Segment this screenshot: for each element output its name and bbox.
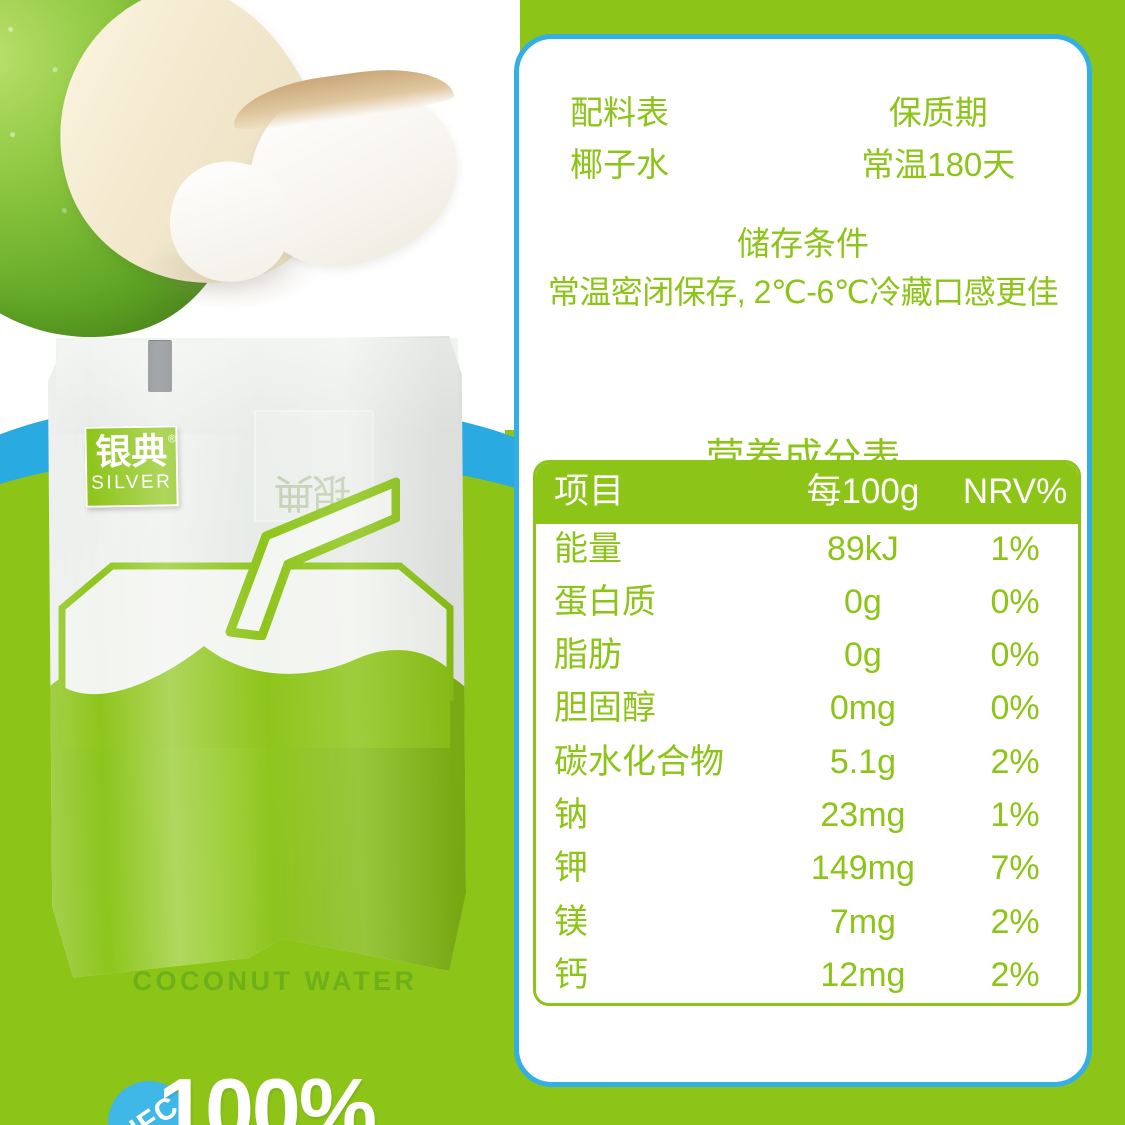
- column-header-per100g: 每100g: [806, 472, 920, 511]
- nutrient-name: 蛋白质: [554, 582, 656, 621]
- nutrient-nrv: 0%: [990, 689, 1040, 728]
- nutrient-amount: 149mg: [810, 849, 915, 888]
- table-row: 脂肪 0g 0%: [536, 630, 1078, 683]
- storage-heading: 储存条件: [737, 225, 869, 263]
- table-row: 胆固醇 0mg 0%: [536, 683, 1078, 736]
- ingredients-value: 椰子水: [570, 146, 669, 184]
- pouch-top-strip: [56, 338, 458, 434]
- pouch-label-graphic: [58, 562, 454, 748]
- nutrient-nrv: 2%: [990, 742, 1040, 781]
- nutrient-nrv: 2%: [990, 902, 1040, 941]
- nutrient-name: 钾: [554, 849, 588, 888]
- table-row: 蛋白质 0g 0%: [536, 577, 1078, 630]
- brand-name-cn: 银典: [94, 430, 168, 473]
- brand-logo: 银典 ® SILVER: [84, 425, 179, 508]
- nutrient-amount: 0g: [843, 582, 882, 621]
- label-green-wave: [62, 646, 450, 748]
- nutrient-name: 钠: [554, 796, 588, 835]
- pouch-tear-notch: [148, 340, 172, 392]
- storage-value: 常温密闭保存, 2℃-6℃冷藏口感更佳: [547, 274, 1059, 311]
- brand-name-en: SILVER: [91, 471, 173, 494]
- nutrient-amount: 0mg: [829, 689, 896, 728]
- nutrient-name: 碳水化合物: [554, 742, 724, 781]
- nutrient-nrv: 0%: [990, 582, 1040, 621]
- nutrient-nrv: 0%: [990, 636, 1040, 675]
- nutrient-nrv: 2%: [990, 955, 1040, 994]
- product-pouch: 银典 银典 ® SILVER COCONUT WATER NFC 100% 椰子…: [40, 336, 470, 1125]
- nutrient-name: 脂肪: [554, 636, 622, 675]
- table-row: 镁 7mg 2%: [536, 897, 1078, 950]
- straw-icon: [225, 477, 400, 640]
- column-header-item: 项目: [554, 472, 625, 511]
- table-row: 钾 149mg 7%: [536, 843, 1078, 896]
- shelf-life-column: 保质期 常温180天: [816, 87, 1062, 191]
- nutrient-name: 镁: [554, 902, 588, 941]
- info-panel: 配料表 椰子水 保质期 常温180天 储存条件 常温密闭保存, 2℃-6℃冷藏口…: [514, 34, 1092, 1087]
- shelf-life-value: 常温180天: [861, 146, 1016, 184]
- coconut-photo: [0, 0, 520, 370]
- table-row: 钙 12mg 2%: [536, 950, 1078, 1003]
- nutrient-nrv: 1%: [990, 796, 1040, 835]
- nutrient-amount: 0g: [843, 636, 882, 675]
- nutrition-table-title: 营养成分表: [705, 437, 901, 480]
- nutrient-amount: 23mg: [820, 796, 906, 835]
- table-row: 碳水化合物 5.1g 2%: [536, 737, 1078, 790]
- ingredients-heading: 配料表: [570, 94, 669, 131]
- nutrient-amount: 5.1g: [829, 742, 896, 781]
- shelf-life-heading: 保质期: [888, 94, 988, 131]
- table-row: 能量 89kJ 1%: [536, 524, 1078, 577]
- table-row: 钠 23mg 1%: [536, 790, 1078, 843]
- nutrient-nrv: 1%: [990, 529, 1040, 568]
- nutrient-amount: 7mg: [829, 902, 896, 941]
- nutrient-nrv: 7%: [990, 849, 1040, 888]
- nutrition-table-body: 能量 89kJ 1% 蛋白质 0g 0% 脂肪 0g 0%: [536, 524, 1078, 1003]
- nutrient-amount: 12mg: [820, 955, 906, 994]
- nutrition-table: 项目 每100g NRV% 能量 89kJ 1% 蛋白质 0g 0%: [533, 460, 1081, 1007]
- table-header-row: 项目 每100g NRV%: [536, 463, 1078, 524]
- nutrient-name: 能量: [554, 529, 622, 568]
- panel-header-block: 配料表 椰子水 保质期 常温180天 储存条件 常温密闭保存, 2℃-6℃冷藏口…: [519, 87, 1087, 313]
- percent-100-label: 100%: [158, 1060, 377, 1125]
- coconut-water-label: COCONUT WATER: [132, 966, 418, 996]
- nutrient-name: 钙: [554, 955, 588, 994]
- nutrient-name: 胆固醇: [554, 689, 656, 728]
- registered-trademark-icon: ®: [167, 433, 177, 446]
- ingredients-shelflife-row: 配料表 椰子水 保质期 常温180天: [519, 87, 1087, 191]
- nutrient-amount: 89kJ: [826, 529, 899, 568]
- ingredients-column: 配料表 椰子水: [545, 87, 816, 191]
- column-header-nrv: NRV%: [962, 472, 1068, 511]
